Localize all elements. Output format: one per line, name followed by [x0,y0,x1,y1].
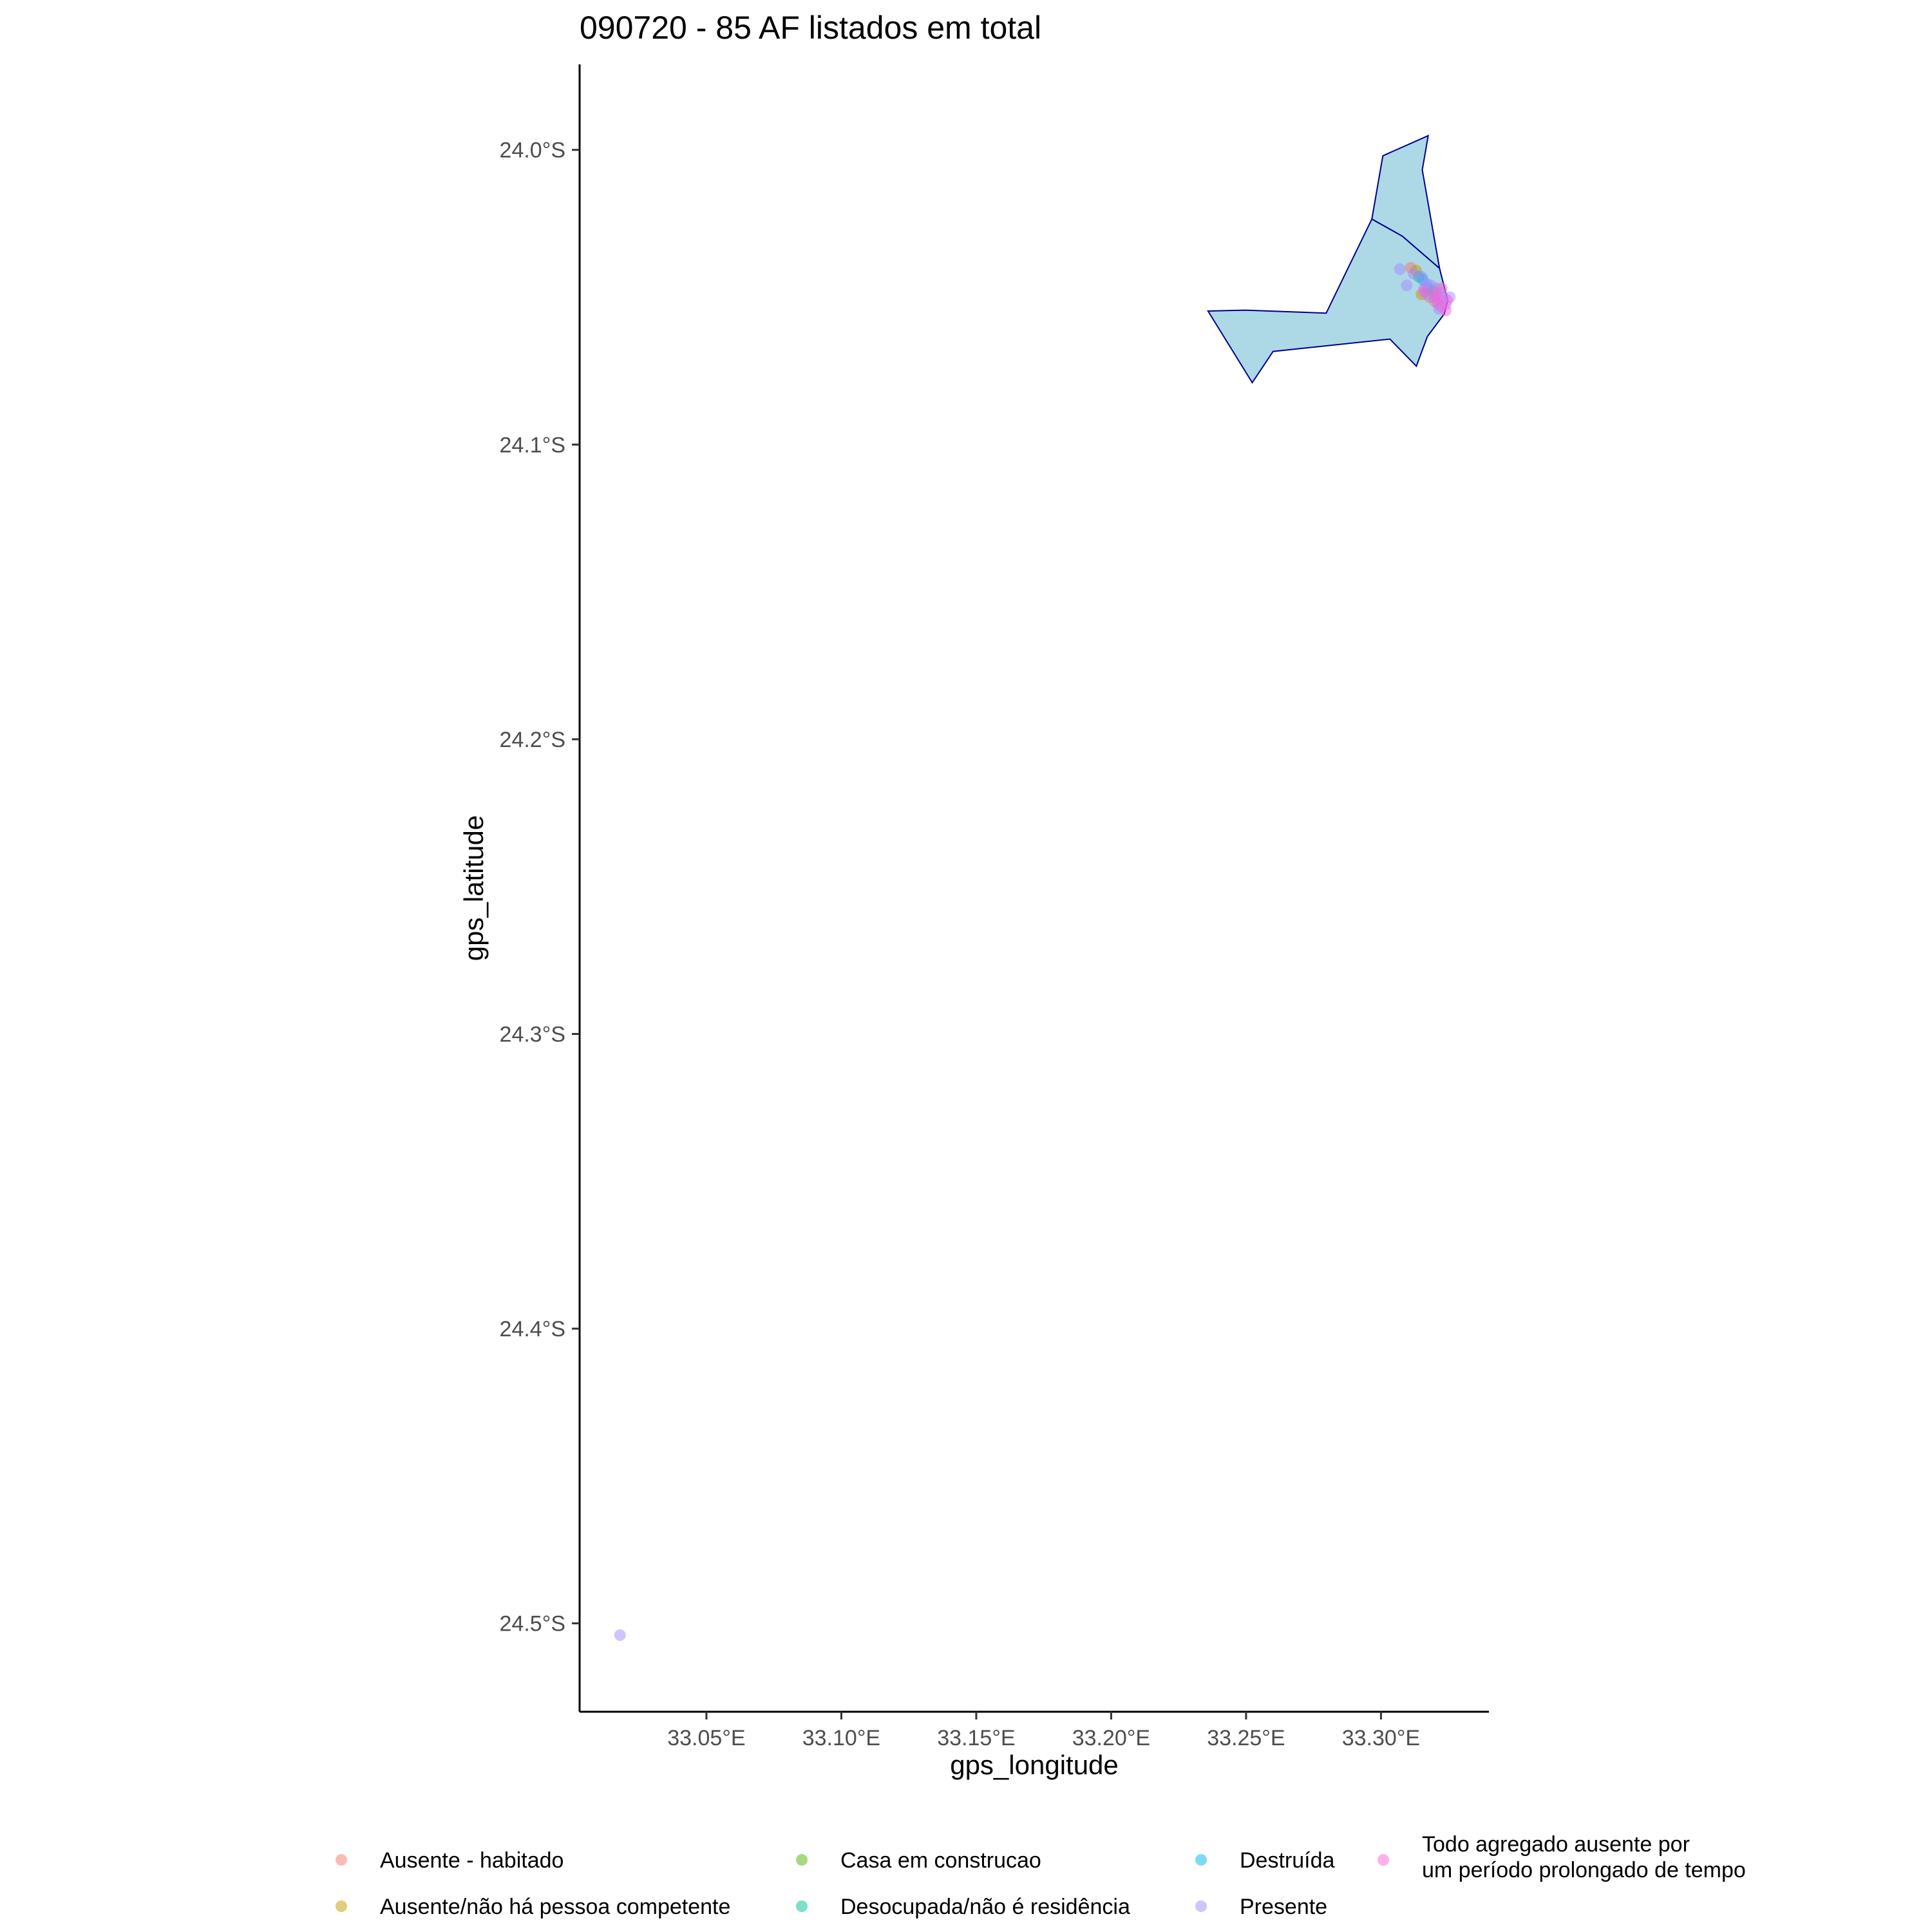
point-series-6 [1401,279,1413,292]
y-tick-label: 24.5°S [500,1612,565,1636]
plot-title: 090720 - 85 AF listados em total [580,10,1041,46]
x-tick-label: 33.25°E [1207,1726,1285,1750]
point-series-6 [614,1629,626,1641]
legend-key [1195,1900,1207,1912]
point-series-7 [1441,294,1454,307]
point-series-6 [1394,263,1406,275]
legend-label: Ausente - habitado [380,1848,564,1873]
legend-key [336,1900,347,1912]
legend-key [336,1854,347,1866]
legend-label: Ausente/não há pessoa competente [380,1895,730,1919]
y-tick-label: 24.3°S [500,1023,565,1047]
legend-label: Desocupada/não é residência [840,1895,1130,1919]
y-tick-label: 24.2°S [500,728,565,752]
y-axis-ticks: 24.0°S 24.1°S 24.2°S 24.3°S 24.4°S 24.5°S [500,138,580,1636]
x-axis-ticks: 33.05°E 33.10°E 33.15°E 33.20°E 33.25°E 33.30… [667,1712,1420,1750]
y-tick-label: 24.0°S [500,138,565,163]
legend-label: Presente [1240,1895,1327,1919]
legend-key [1378,1854,1389,1866]
legend-label: um período prolongado de tempo [1422,1858,1746,1882]
x-tick-label: 33.20°E [1072,1726,1150,1750]
y-axis-title: gps_latitude [459,815,489,961]
district-boundary-layer [1207,135,1448,384]
legend-key [796,1900,808,1912]
household-points-layer [614,261,1456,1641]
y-tick-label: 24.1°S [500,433,565,457]
x-tick-label: 33.15°E [937,1726,1015,1750]
y-tick-label: 24.4°S [500,1317,565,1341]
point-series-7 [1435,282,1448,294]
x-tick-label: 33.05°E [667,1726,745,1750]
boundary-polygon-2 [1207,218,1448,384]
point-series-7 [1418,285,1430,298]
legend-key [1195,1854,1207,1866]
x-tick-label: 33.30°E [1342,1726,1420,1750]
x-tick-label: 33.10°E [802,1726,880,1750]
point-series-7 [1440,305,1452,317]
legend: Ausente - habitado Ausente/não há pessoa … [336,1832,1746,1919]
legend-label: Todo agregado ausente por [1422,1832,1690,1857]
x-axis-title: gps_longitude [950,1750,1119,1780]
legend-key [796,1854,808,1866]
legend-label: Destruída [1240,1848,1334,1873]
legend-label: Casa em construcao [840,1848,1041,1873]
